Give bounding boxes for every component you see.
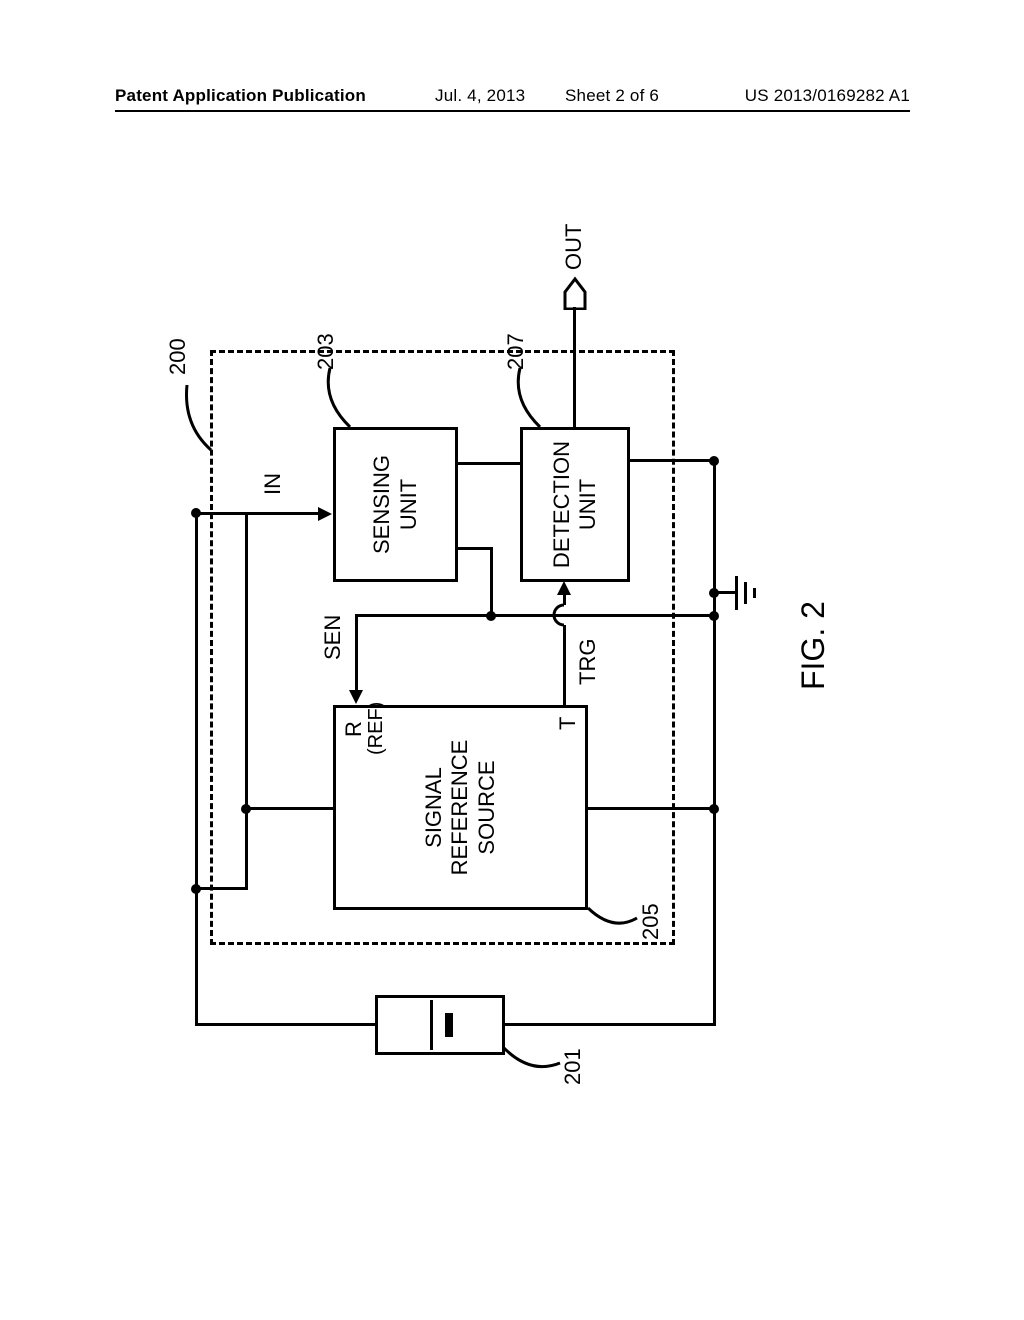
wire-in-drop <box>195 512 321 515</box>
wire-ref-drop <box>245 807 335 810</box>
label-ref: (REF) <box>365 702 388 755</box>
figure-canvas: 200 201 IN SIGNAL REFERENCE SOURCE <box>155 200 855 1150</box>
wire-sen-into-ref <box>355 614 358 691</box>
refsrc-line1: SIGNAL <box>421 767 447 848</box>
wire-sen-gnd <box>490 614 716 617</box>
figure-wrapper: 200 201 IN SIGNAL REFERENCE SOURCE <box>155 200 855 1150</box>
ground-bar-3 <box>753 588 756 598</box>
wire-sen-h <box>490 547 493 617</box>
node-sen-branch <box>486 611 496 621</box>
ground-bar-1 <box>735 576 738 610</box>
node-bottom-c <box>709 456 719 466</box>
wire-sen-down <box>458 547 493 550</box>
leader-203 <box>320 360 370 430</box>
arrow-sen <box>349 690 363 704</box>
node-bottom-a <box>709 804 719 814</box>
label-out: OUT <box>561 224 587 270</box>
detect-line1: DETECTION <box>549 441 575 568</box>
wire-bottom-rail <box>713 460 716 1026</box>
block-sensing: SENSING UNIT <box>333 427 458 582</box>
label-sen: SEN <box>320 615 346 660</box>
ref-203: 203 <box>313 333 339 370</box>
wire-batt-up <box>195 1023 375 1026</box>
wire-batt-down <box>505 1023 715 1026</box>
refsrc-line2: REFERENCE <box>447 740 473 876</box>
ref-200: 200 <box>165 338 191 375</box>
battery-box <box>375 995 505 1055</box>
label-trg: TRG <box>575 639 601 685</box>
battery-long-plate <box>430 1000 433 1050</box>
wire-sen-up <box>355 614 493 617</box>
sensing-line2: UNIT <box>396 479 422 530</box>
wire-207-gnd <box>630 459 716 462</box>
ref-201: 201 <box>560 1048 586 1085</box>
out-arrow-icon <box>561 276 589 310</box>
wire-trg-h1 <box>563 639 566 705</box>
ref-207: 207 <box>503 333 529 370</box>
wire-top-rail <box>195 512 198 1026</box>
header-left: Patent Application Publication <box>115 86 366 106</box>
figure-caption: FIG. 2 <box>795 601 832 690</box>
page-header: Patent Application Publication Jul. 4, 2… <box>115 82 910 112</box>
wire-205-gnd <box>588 807 716 810</box>
leader-207 <box>510 360 560 430</box>
header-pubno: US 2013/0169282 A1 <box>745 86 910 106</box>
label-r: R <box>341 721 367 737</box>
battery-short-plate <box>445 1013 453 1037</box>
wire-out <box>573 307 576 427</box>
node-inner-a <box>241 804 251 814</box>
node-bottom-b <box>709 611 719 621</box>
ground-bar-2 <box>744 582 747 604</box>
header-date: Jul. 4, 2013 <box>435 86 525 106</box>
label-t: T <box>555 717 581 730</box>
ref-205: 205 <box>638 903 664 940</box>
sensing-line1: SENSING <box>369 455 395 554</box>
header-sheet: Sheet 2 of 6 <box>565 86 659 106</box>
label-in: IN <box>260 473 286 495</box>
refsrc-line3: SOURCE <box>474 760 500 854</box>
wire-sense-to-detect <box>458 462 520 465</box>
arrow-trg <box>557 581 571 595</box>
wire-trg-h2 <box>563 625 566 642</box>
node-gnd <box>709 588 719 598</box>
block-detect: DETECTION UNIT <box>520 427 630 582</box>
detect-line2: UNIT <box>575 479 601 530</box>
node-toprail-a <box>191 884 201 894</box>
wire-inner-top <box>245 512 248 890</box>
arrow-in <box>318 507 332 521</box>
leader-200 <box>173 365 233 455</box>
wire-in-drop-a <box>195 887 248 890</box>
leader-205 <box>585 868 645 928</box>
